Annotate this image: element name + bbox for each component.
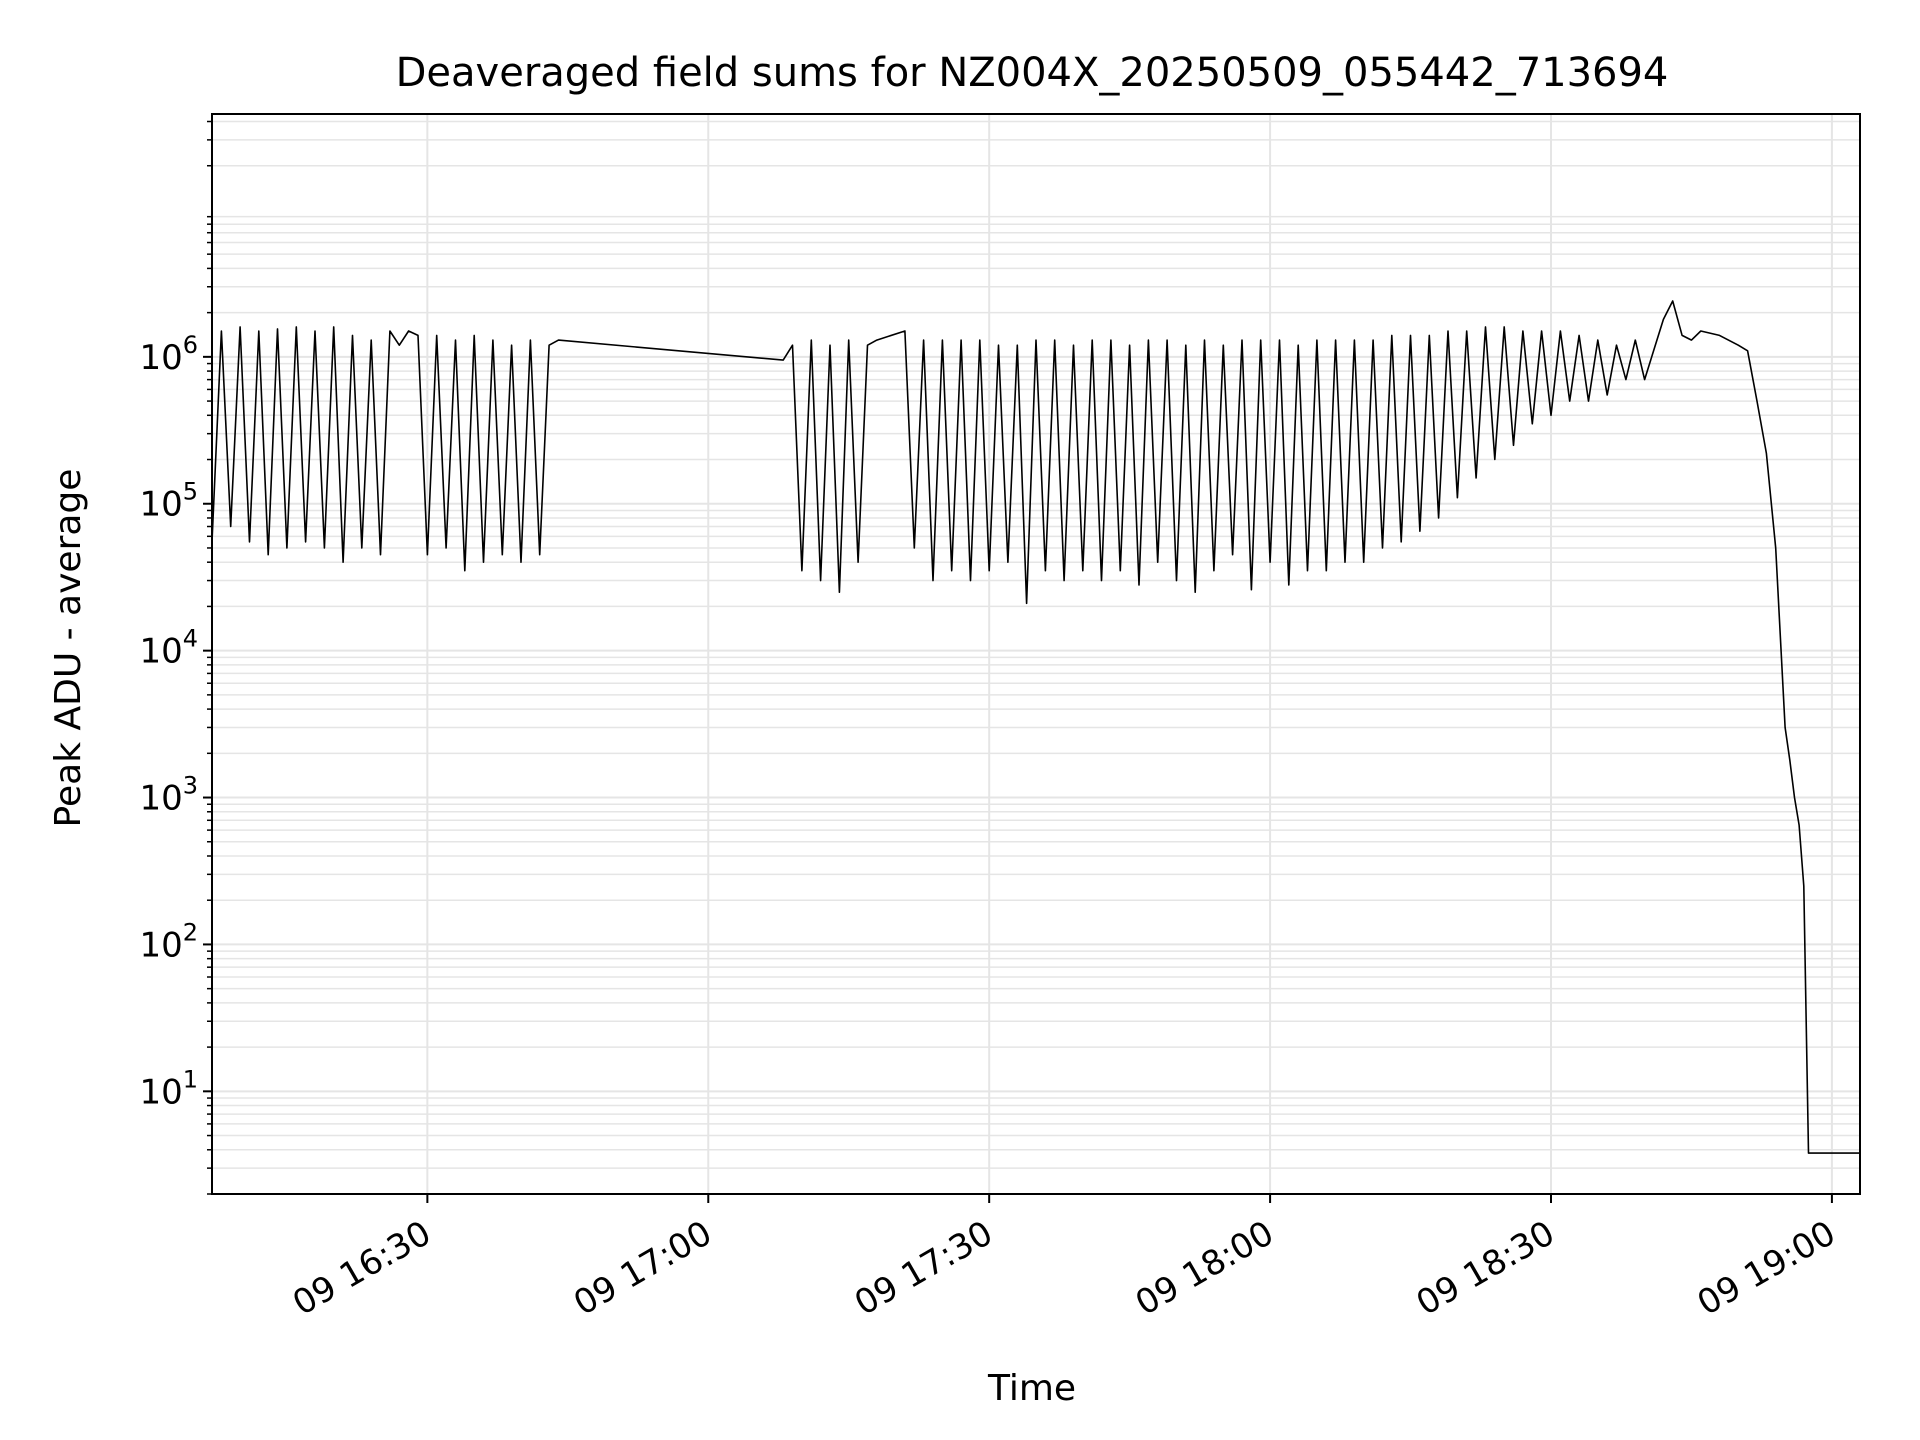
y-axis-ticks: 101 102 103 104 105 106 xyxy=(139,120,212,1195)
x-tick-label: 09 19:00 xyxy=(1691,1213,1843,1324)
y-tick-label: 104 xyxy=(139,625,198,672)
y-tick-label: 101 xyxy=(139,1065,198,1112)
series-layer xyxy=(211,300,1860,1154)
y-tick-label: 105 xyxy=(139,478,198,525)
x-tick-label: 09 18:00 xyxy=(1129,1213,1281,1324)
x-tick-label: 09 17:00 xyxy=(567,1213,719,1324)
y-tick-label: 106 xyxy=(139,331,198,378)
x-axis-ticks: 09 16:30 09 17:00 09 17:30 09 18:00 09 18:30… xyxy=(286,1194,1842,1324)
x-axis-label: Time xyxy=(987,1368,1076,1409)
x-tick-label: 09 16:30 xyxy=(286,1213,438,1324)
y-tick-label: 103 xyxy=(139,772,198,819)
minor-gridlines xyxy=(212,120,1860,1195)
x-tick-label: 09 17:30 xyxy=(848,1213,1000,1324)
y-axis-label: Peak ADU - average xyxy=(48,469,89,828)
plot-area-frame xyxy=(211,113,1861,1195)
major-gridlines xyxy=(212,114,1860,1194)
chart-title: Deaveraged field sums for NZ004X_2025050… xyxy=(396,50,1669,96)
series-line xyxy=(211,300,1860,1154)
x-tick-label: 09 18:30 xyxy=(1410,1213,1562,1324)
y-tick-label: 102 xyxy=(139,918,198,965)
